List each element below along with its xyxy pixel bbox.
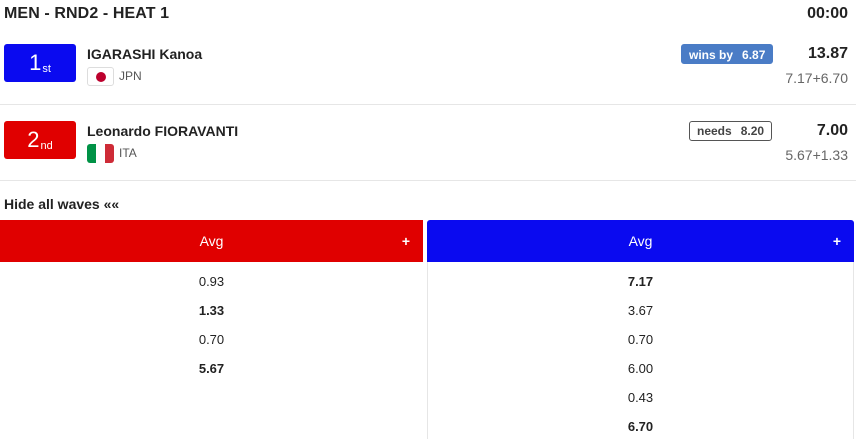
wave-score[interactable]: 7.17 (627, 274, 654, 289)
wave-score[interactable]: 5.67 (198, 361, 225, 376)
wave-score[interactable]: 6.00 (627, 361, 654, 376)
heat-title: MEN - RND2 - HEAT 1 (4, 5, 170, 22)
italy-flag-icon (87, 144, 114, 163)
place-badge: 1st (4, 44, 76, 82)
place-badge: 2nd (4, 121, 76, 159)
heat-clock: 00:00 (807, 5, 848, 22)
country-code: ITA (119, 146, 137, 160)
wave-score[interactable]: 6.70 (627, 419, 654, 434)
diff-label: wins by (689, 48, 734, 62)
wins-by-badge: wins by 6.87 (681, 44, 774, 64)
place-suffix: nd (40, 140, 53, 152)
red-athlete-wave-list: 0.93 1.33 0.70 5.67 (0, 262, 423, 439)
place-suffix: st (42, 63, 51, 75)
japan-flag-icon (87, 67, 114, 86)
total-score: 7.00 (816, 122, 848, 139)
total-score: 13.87 (807, 45, 848, 62)
athlete-row-first[interactable]: 1st IGARASHI Kanoa JPN wins by 6.87 13.87… (0, 28, 856, 105)
blue-athlete-waves-header[interactable]: Avg + (427, 220, 854, 262)
wave-score[interactable]: 0.70 (198, 332, 225, 347)
diff-label: needs (697, 124, 732, 138)
diff-value: 8.20 (740, 124, 765, 138)
diff-value: 6.87 (742, 48, 766, 62)
place-number: 1 (29, 50, 42, 75)
blue-athlete-wave-list: 7.17 3.67 0.70 6.00 0.43 6.70 (427, 262, 854, 439)
expand-plus-icon[interactable]: + (401, 233, 410, 249)
heat-header: MEN - RND2 - HEAT 1 00:00 (0, 0, 856, 30)
wave-score[interactable]: 0.93 (198, 274, 225, 289)
athlete-name[interactable]: IGARASHI Kanoa (87, 46, 203, 62)
avg-label: Avg (628, 233, 653, 249)
athlete-row-second[interactable]: 2nd Leonardo FIORAVANTI ITA needs 8.20 7.… (0, 105, 856, 181)
wave-score[interactable]: 1.33 (198, 303, 225, 318)
counted-waves-sum: 5.67+1.33 (785, 147, 848, 163)
wave-score[interactable]: 0.43 (627, 390, 654, 405)
country-code: JPN (119, 69, 142, 83)
hide-all-waves-link[interactable]: Hide all waves «« (4, 196, 120, 212)
place-number: 2 (27, 127, 40, 152)
expand-plus-icon[interactable]: + (832, 233, 841, 249)
avg-label: Avg (199, 233, 224, 249)
counted-waves-sum: 7.17+6.70 (785, 70, 848, 86)
needs-badge: needs 8.20 (689, 121, 773, 141)
athlete-name[interactable]: Leonardo FIORAVANTI (87, 123, 239, 139)
wave-score[interactable]: 0.70 (627, 332, 654, 347)
wave-score[interactable]: 3.67 (627, 303, 654, 318)
red-athlete-waves-header[interactable]: Avg + (0, 220, 423, 262)
